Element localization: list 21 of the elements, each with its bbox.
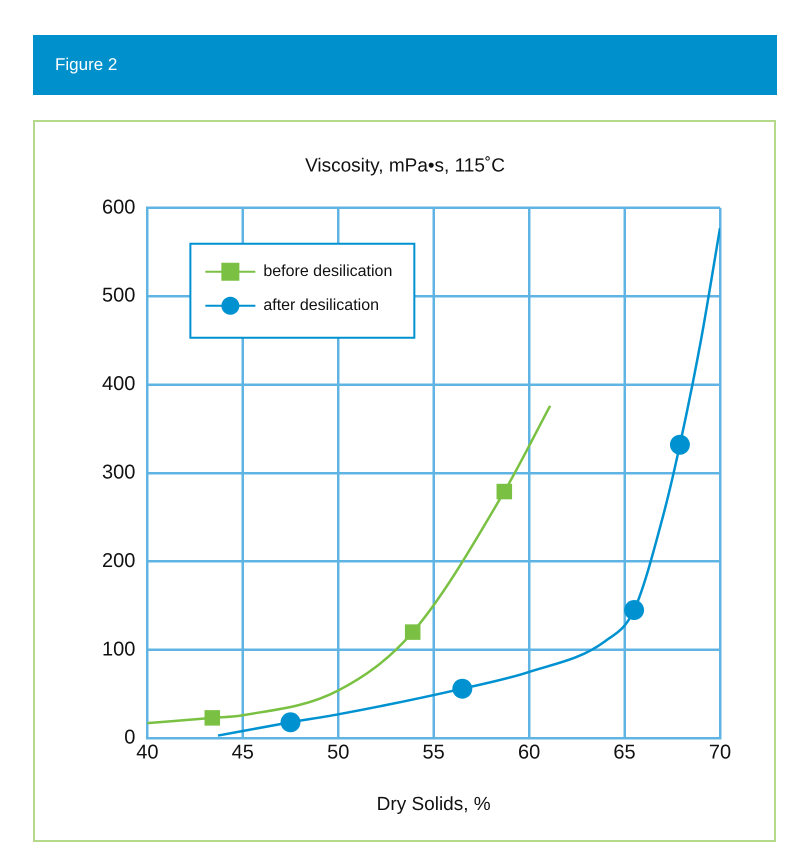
y-tick-label: 0 bbox=[124, 726, 136, 749]
x-tick-label: 50 bbox=[327, 742, 350, 764]
x-tick-label: 70 bbox=[708, 742, 732, 764]
x-tick-label: 65 bbox=[613, 742, 636, 764]
line-series bbox=[216, 226, 720, 737]
x-tick-label: 40 bbox=[136, 742, 158, 764]
y-tick-label: 100 bbox=[102, 638, 136, 660]
x-tick-label: 60 bbox=[518, 742, 540, 764]
chart-title: Figure 2 bbox=[33, 35, 777, 95]
y-tick-label: 200 bbox=[102, 550, 136, 572]
y-tick-label: 600 bbox=[102, 196, 136, 218]
x-tick-label: 45 bbox=[232, 742, 254, 764]
x-axis-title: Dry Solids, % bbox=[376, 794, 491, 815]
legend-label: after desilication bbox=[263, 297, 379, 314]
y-tick-label: 500 bbox=[102, 284, 136, 307]
line-series bbox=[147, 404, 552, 724]
y-axis-title: Viscosity, mPa•s, 115˚C bbox=[305, 156, 505, 177]
y-tick-label: 300 bbox=[102, 462, 136, 484]
y-tick-label: 400 bbox=[102, 373, 136, 396]
x-tick-label: 55 bbox=[422, 742, 445, 764]
legend-label: before desilication bbox=[263, 263, 392, 280]
